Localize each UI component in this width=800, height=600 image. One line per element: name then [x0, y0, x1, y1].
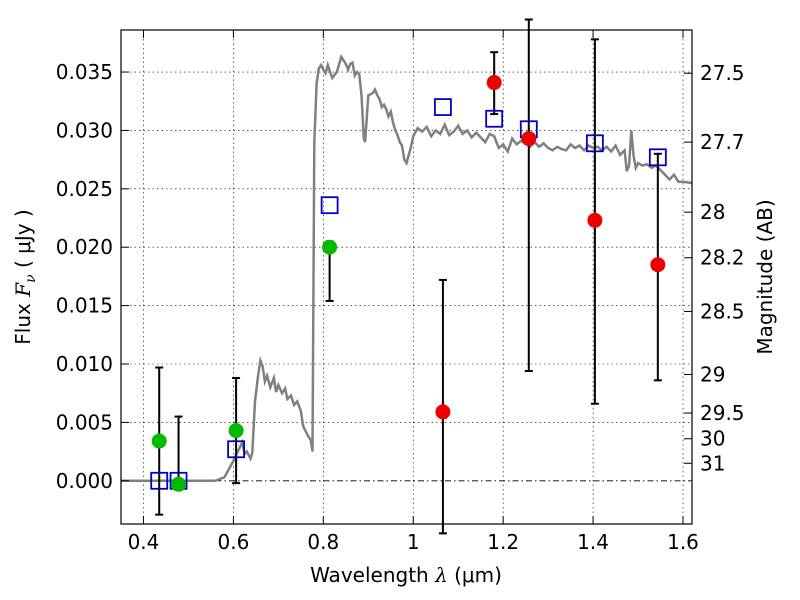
- x-tick-label: 1.6: [667, 530, 699, 554]
- y2-tick-label: 30: [700, 427, 725, 451]
- model-photometry-square: [320, 196, 339, 215]
- y-tick-label: 0.015: [56, 294, 113, 318]
- x-tick-label: 0.6: [217, 530, 249, 554]
- y-tick-label: 0.005: [56, 410, 113, 434]
- model-photometry-square: [434, 98, 452, 116]
- y-tick-label: 0.030: [56, 118, 113, 142]
- y2-tick-label: 31: [700, 451, 725, 475]
- model-photometry-square: [485, 109, 504, 128]
- model-photometry-square: [585, 134, 604, 153]
- y2-tick-label: 29: [700, 363, 725, 387]
- nondetection-point: [435, 404, 451, 420]
- detection-point: [228, 423, 244, 439]
- axes: 0.4 0.6 0.8 1 1.2 1.4 1.6 0.000 0.005 0.010 0.015 0…: [56, 29, 745, 554]
- detection-point: [322, 239, 338, 255]
- x-tick-label: 0.4: [128, 530, 160, 554]
- sed-model-line: [121, 53, 693, 483]
- nondetection-point: [521, 131, 537, 147]
- y-axis-label: Flux Fν ( μJy ): [11, 209, 39, 344]
- y2-tick-label: 28.5: [700, 299, 745, 323]
- nondetection-point: [486, 75, 502, 91]
- x-tick-label: 1.4: [577, 530, 609, 554]
- y2-axis-label: Magnitude (AB): [753, 199, 777, 354]
- x-tick-label: 1: [407, 530, 420, 554]
- y2-tick-label: 28.2: [700, 246, 745, 270]
- detection-point: [171, 476, 187, 492]
- model-photometry-square: [648, 148, 667, 167]
- model-photometry-square: [227, 440, 245, 459]
- y2-tick-label: 29.5: [700, 401, 745, 425]
- y2-tick-label: 27.7: [700, 130, 745, 154]
- plot-frame: [120, 29, 693, 525]
- y2-tick-label: 28: [700, 200, 725, 224]
- y-tick-label: 0.025: [56, 177, 113, 201]
- y2-tick-label: 27.5: [700, 61, 745, 85]
- model-photometry-square: [150, 471, 169, 490]
- grid-lines: [121, 30, 692, 524]
- detection-point: [151, 433, 167, 449]
- x-tick-label: 0.8: [307, 530, 339, 554]
- x-axis-label: Wavelength λ (μm): [310, 563, 502, 587]
- y-tick-label: 0.010: [56, 352, 113, 376]
- x-tick-label: 1.2: [487, 530, 519, 554]
- nondetection-point: [650, 257, 666, 273]
- y-tick-label: 0.000: [56, 469, 113, 493]
- y-tick-label: 0.020: [56, 235, 113, 259]
- nondetection-point: [587, 212, 603, 228]
- series-layer: [121, 18, 693, 535]
- y-tick-label: 0.035: [56, 60, 113, 84]
